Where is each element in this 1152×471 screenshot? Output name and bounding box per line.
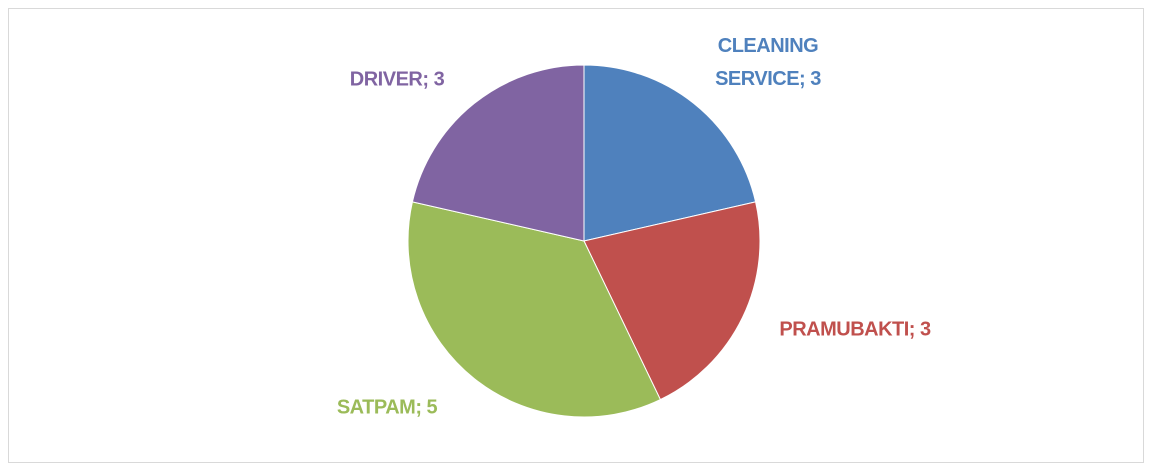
pie-slice: [583, 201, 761, 401]
label-separator: ;: [415, 396, 427, 419]
label-value: 3: [810, 68, 821, 90]
pie-slice: [411, 64, 585, 242]
pie-slice: [407, 201, 662, 418]
label-value: 3: [920, 318, 931, 341]
data-label: CLEANING SERVICE; 3: [693, 30, 843, 96]
label-category: SATPAM: [336, 396, 416, 419]
label-separator: ;: [422, 68, 434, 91]
label-value: 5: [426, 396, 438, 419]
label-separator: ;: [908, 318, 921, 341]
data-label: DRIVER; 3: [297, 64, 497, 97]
label-category: CLEANING SERVICE: [715, 35, 819, 90]
pie: [407, 64, 761, 418]
label-value: 3: [433, 68, 445, 91]
label-separator: ;: [799, 68, 811, 90]
pie-slice: [583, 64, 757, 242]
label-category: DRIVER: [349, 68, 423, 91]
data-label: SATPAM; 5: [287, 392, 487, 425]
data-label: PRAMUBAKTI; 3: [725, 314, 985, 347]
label-category: PRAMUBAKTI: [779, 318, 909, 341]
